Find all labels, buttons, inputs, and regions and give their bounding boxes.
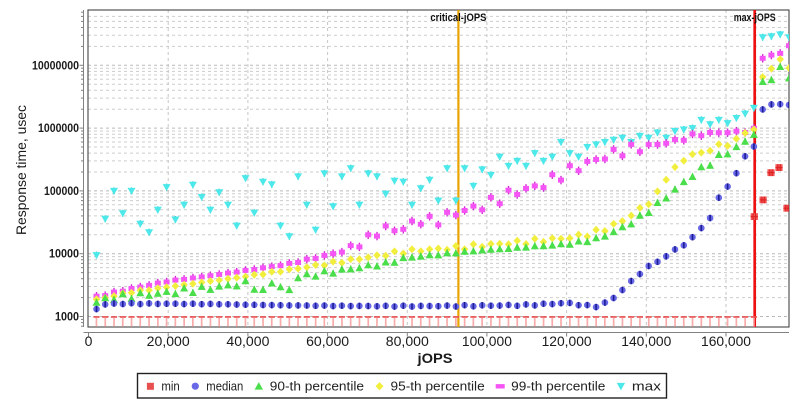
- svg-text:20,000: 20,000: [147, 333, 190, 349]
- svg-text:0: 0: [85, 333, 93, 349]
- svg-text:max: max: [632, 380, 662, 394]
- svg-text:Response time, usec: Response time, usec: [14, 105, 29, 235]
- svg-text:1000: 1000: [55, 310, 79, 324]
- svg-text:99-th percentile: 99-th percentile: [511, 380, 605, 394]
- svg-text:10000: 10000: [49, 247, 79, 261]
- svg-text:critical-jOPS: critical-jOPS: [430, 12, 486, 24]
- svg-text:min: min: [161, 380, 179, 394]
- svg-text:median: median: [206, 380, 243, 394]
- svg-text:1000000: 1000000: [38, 121, 79, 135]
- svg-text:90-th percentile: 90-th percentile: [270, 380, 364, 394]
- svg-text:10000000: 10000000: [32, 58, 79, 72]
- svg-text:160,000: 160,000: [701, 333, 751, 349]
- svg-text:60,000: 60,000: [306, 333, 349, 349]
- svg-text:95-th percentile: 95-th percentile: [391, 380, 485, 394]
- svg-text:40,000: 40,000: [226, 333, 269, 349]
- svg-text:max-jOPS: max-jOPS: [734, 12, 776, 24]
- svg-text:100000: 100000: [44, 184, 79, 198]
- svg-text:140,000: 140,000: [621, 333, 671, 349]
- svg-text:jOPS: jOPS: [416, 351, 452, 366]
- svg-text:100,000: 100,000: [462, 333, 512, 349]
- svg-text:120,000: 120,000: [542, 333, 592, 349]
- svg-text:80,000: 80,000: [386, 333, 429, 349]
